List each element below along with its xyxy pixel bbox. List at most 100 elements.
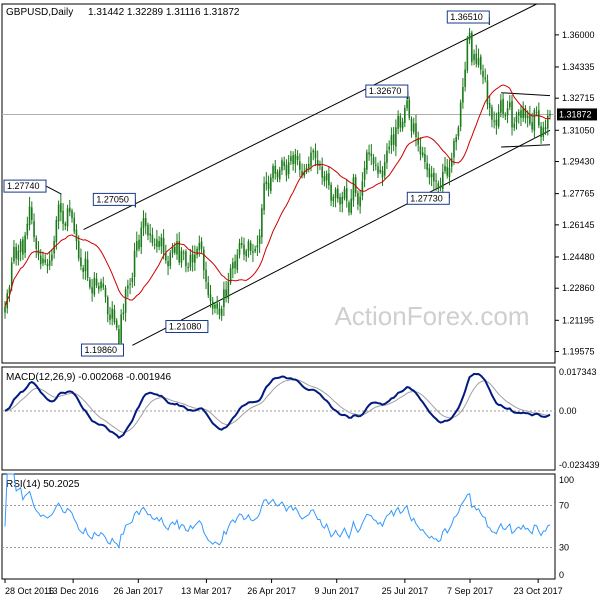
candle-body <box>151 234 154 244</box>
date-tick-label: 13 Mar 2017 <box>181 586 232 596</box>
candle-body <box>109 314 111 321</box>
candle-body <box>214 304 216 309</box>
candle-body <box>66 208 69 227</box>
candle-body <box>57 204 60 222</box>
candle-body <box>31 207 33 220</box>
candle-body <box>491 107 493 120</box>
price-tick-label: 1.34335 <box>562 62 595 72</box>
candle-body <box>299 161 301 170</box>
candle-body <box>247 241 250 251</box>
candle-body <box>368 152 370 155</box>
candle-body <box>13 246 15 262</box>
candle-body <box>370 153 373 157</box>
candle-body <box>89 279 91 288</box>
candle-body <box>178 240 181 263</box>
candle-body <box>475 53 478 64</box>
candle-body <box>127 285 129 289</box>
candle-body <box>196 248 198 255</box>
annotation-label: 1.27730 <box>410 193 443 203</box>
candle-body <box>359 196 361 207</box>
candle-body <box>75 229 78 242</box>
candle-body <box>68 207 71 213</box>
candle-body <box>473 54 475 61</box>
annotation-box <box>365 84 409 98</box>
candle-body <box>448 167 451 178</box>
candle-body <box>435 180 437 182</box>
candle-body <box>129 283 131 285</box>
candle-body <box>526 115 529 119</box>
candle-body <box>265 181 268 185</box>
candle-body <box>455 137 457 143</box>
candle-body <box>466 38 469 71</box>
candle-body <box>106 297 109 315</box>
candle-body <box>113 309 116 323</box>
candle-body <box>479 56 482 70</box>
candle-body <box>276 171 279 178</box>
candle-body <box>200 241 203 249</box>
candle-body <box>232 262 234 269</box>
date-tick-label: 13 Dec 2016 <box>48 586 99 596</box>
candle-body <box>549 113 551 116</box>
candle-body <box>504 115 507 117</box>
candle-body <box>325 173 328 181</box>
candle-body <box>158 241 160 247</box>
candle-body <box>464 69 466 87</box>
candle-body <box>269 177 272 191</box>
candle-body <box>341 196 344 205</box>
candle-body <box>194 254 196 263</box>
candle-body <box>319 164 321 166</box>
annotation-box <box>80 343 124 357</box>
candle-body <box>140 227 143 248</box>
candle-body <box>142 218 145 229</box>
candle-body <box>542 127 545 137</box>
candle-body <box>133 250 136 277</box>
candle-body <box>437 183 440 190</box>
candle-body <box>249 242 252 251</box>
price-tick-label: 1.21195 <box>562 315 594 325</box>
candle-body <box>334 189 337 198</box>
candle-body <box>453 140 455 158</box>
candle-body <box>122 312 125 315</box>
candle-body <box>51 254 53 261</box>
candle-body <box>19 241 22 253</box>
candle-body <box>171 246 174 253</box>
price-tick-label: 1.19575 <box>562 347 595 357</box>
candle-body <box>131 277 134 283</box>
candle-body <box>459 102 462 127</box>
candle-body <box>316 159 319 166</box>
candle-body <box>102 283 105 288</box>
candle-body <box>511 100 513 128</box>
candle-body <box>540 126 542 138</box>
candle-body <box>111 308 114 319</box>
candle-body <box>395 127 397 147</box>
rsi-tick-label: 30 <box>559 543 569 553</box>
candle-body <box>285 164 288 176</box>
price-tick-label: 1.27765 <box>562 189 595 199</box>
candle-body <box>383 162 386 176</box>
candle-body <box>352 177 355 201</box>
candle-body <box>243 244 245 255</box>
candle-body <box>173 246 176 253</box>
macd-title: MACD(12,26,9) -0.002068 -0.001946 <box>6 372 172 383</box>
candle-body <box>167 261 169 267</box>
candle-body <box>104 287 107 298</box>
candle-body <box>468 32 471 40</box>
candle-body <box>533 110 536 131</box>
candle-body <box>149 233 151 236</box>
candle-body <box>544 127 547 130</box>
candle-body <box>337 188 339 199</box>
candle-body <box>42 258 44 264</box>
candle-body <box>290 156 292 162</box>
date-tick-label: 25 Jul 2017 <box>382 586 429 596</box>
candle-body <box>287 162 290 175</box>
candle-body <box>379 169 382 173</box>
trend-line <box>501 92 551 97</box>
candle-body <box>330 184 332 201</box>
candle-body <box>471 32 473 62</box>
annotation-box <box>92 192 136 206</box>
candle-body <box>363 167 366 180</box>
candle-body <box>502 99 504 114</box>
candle-body <box>256 245 259 248</box>
candle-body <box>4 306 6 313</box>
candle-body <box>343 189 346 199</box>
